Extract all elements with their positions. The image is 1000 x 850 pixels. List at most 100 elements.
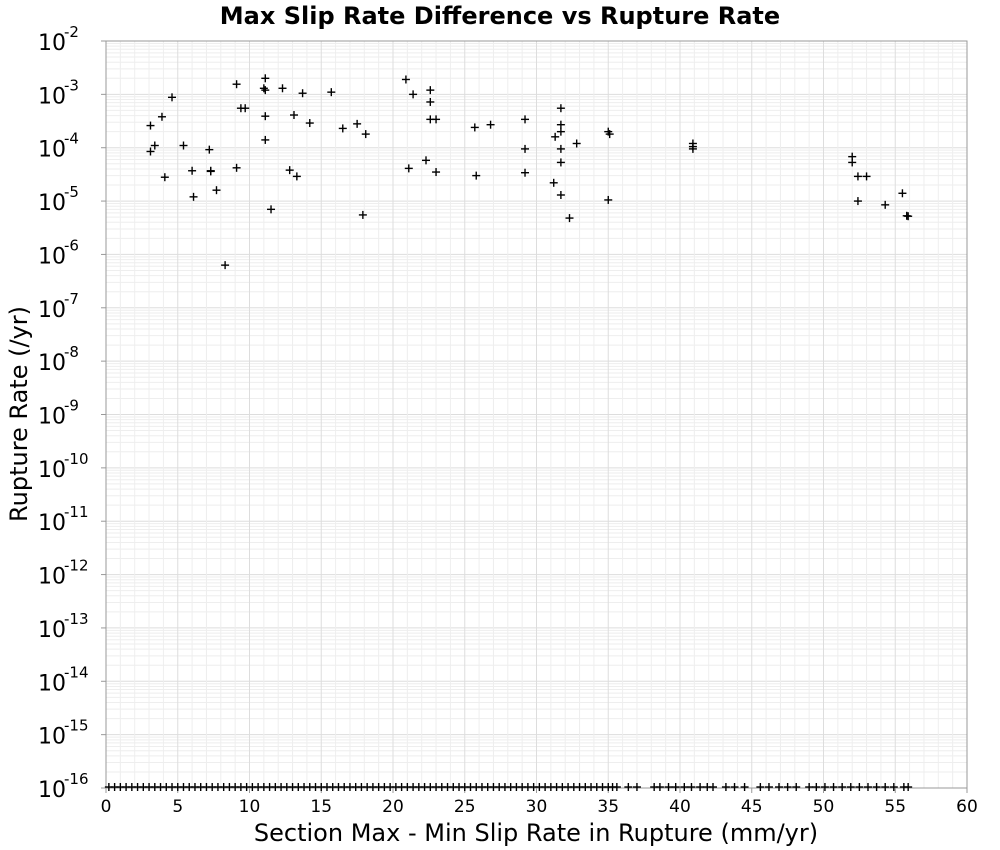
data-point (212, 186, 221, 195)
y-tick-label-base: 10 (38, 511, 66, 536)
data-point (632, 783, 641, 791)
x-tick-label: 45 (741, 797, 763, 817)
data-point (157, 112, 166, 121)
chart-title: Max Slip Rate Difference vs Rupture Rate (219, 2, 781, 30)
y-tick-label-base: 10 (38, 618, 66, 643)
data-point (551, 132, 560, 141)
data-point (829, 783, 838, 791)
x-axis: 0 5 10 15 20 25 30 35 40 45 50 55 60 (101, 788, 978, 817)
x-tick-label: 55 (884, 797, 906, 817)
y-tick-label-base: 10 (38, 458, 66, 483)
data-point (179, 141, 188, 150)
data-point (426, 97, 435, 106)
y-tick-label-base: 10 (38, 351, 66, 376)
x-tick-label: 35 (597, 797, 619, 817)
y-tick-label-base: 10 (38, 725, 66, 750)
x-tick-label: 60 (956, 797, 978, 817)
data-point (206, 167, 215, 176)
data-point (261, 112, 270, 121)
data-point (820, 783, 829, 791)
data-point (838, 783, 847, 791)
data-point (904, 212, 913, 221)
y-tick-label-base: 10 (38, 84, 66, 109)
data-point (549, 178, 558, 187)
y-tick-label-exponent: -15 (64, 717, 89, 735)
data-point (404, 164, 413, 173)
y-tick-label-exponent: -16 (64, 770, 89, 788)
data-point (664, 783, 673, 791)
data-point (556, 127, 565, 136)
data-point (855, 783, 864, 791)
data-point (261, 135, 270, 144)
data-point (775, 783, 784, 791)
y-tick-label-base: 10 (38, 671, 66, 696)
data-point (261, 74, 270, 83)
data-point (862, 172, 871, 181)
data-point (556, 120, 565, 129)
y-tick-label-base: 10 (38, 565, 66, 590)
data-point (624, 783, 633, 791)
x-tick-label: 0 (101, 797, 112, 817)
grid-layer (105, 41, 968, 789)
data-point (556, 190, 565, 199)
y-tick-label-exponent: -12 (64, 557, 89, 575)
data-point (612, 783, 621, 791)
data-point (556, 144, 565, 153)
data-point (160, 173, 169, 182)
y-tick-label-base: 10 (38, 405, 66, 430)
y-tick-label-exponent: -6 (64, 236, 79, 254)
y-tick-label-exponent: -3 (64, 76, 79, 94)
data-point (898, 189, 907, 198)
x-tick-label: 15 (310, 797, 332, 817)
data-point (604, 195, 613, 204)
data-point (881, 200, 890, 209)
data-point (305, 119, 314, 128)
data-point (261, 86, 270, 95)
y-tick-label-exponent: -5 (64, 183, 79, 201)
y-tick-label-base: 10 (38, 191, 66, 216)
y-tick-label-exponent: -2 (64, 23, 79, 41)
data-point (853, 172, 862, 181)
data-point (486, 120, 495, 129)
data-point (188, 166, 197, 175)
data-point (556, 104, 565, 113)
y-tick-label-base: 10 (38, 31, 66, 56)
y-tick-label-exponent: -11 (64, 503, 89, 521)
x-tick-label: 25 (454, 797, 476, 817)
y-tick-label-exponent: -8 (64, 343, 79, 361)
y-tick-label-base: 10 (38, 298, 66, 323)
data-point (740, 783, 749, 791)
data-point (783, 783, 792, 791)
data-point (150, 141, 159, 150)
data-point (278, 84, 287, 93)
data-point (853, 197, 862, 206)
data-point (792, 783, 801, 791)
data-point (756, 783, 765, 791)
data-point (812, 783, 821, 791)
data-points (104, 74, 913, 791)
y-tick-label-base: 10 (38, 138, 66, 163)
data-point (426, 86, 435, 95)
x-tick-label: 20 (382, 797, 404, 817)
data-point (521, 144, 530, 153)
data-point (189, 192, 198, 201)
data-point (432, 115, 441, 124)
data-point (889, 783, 898, 791)
x-tick-label: 30 (526, 797, 548, 817)
data-point (259, 84, 268, 93)
data-point (401, 75, 410, 84)
data-point (358, 210, 367, 219)
data-point (904, 783, 913, 791)
data-point (709, 783, 718, 791)
data-point (338, 124, 347, 133)
x-tick-label: 5 (172, 797, 183, 817)
y-tick-label-base: 10 (38, 778, 66, 803)
data-point (881, 783, 890, 791)
data-point (232, 163, 241, 172)
data-point (470, 123, 479, 132)
data-point (805, 783, 814, 791)
data-point (146, 121, 155, 130)
data-point (521, 115, 530, 124)
y-tick-label-exponent: -10 (64, 450, 89, 468)
